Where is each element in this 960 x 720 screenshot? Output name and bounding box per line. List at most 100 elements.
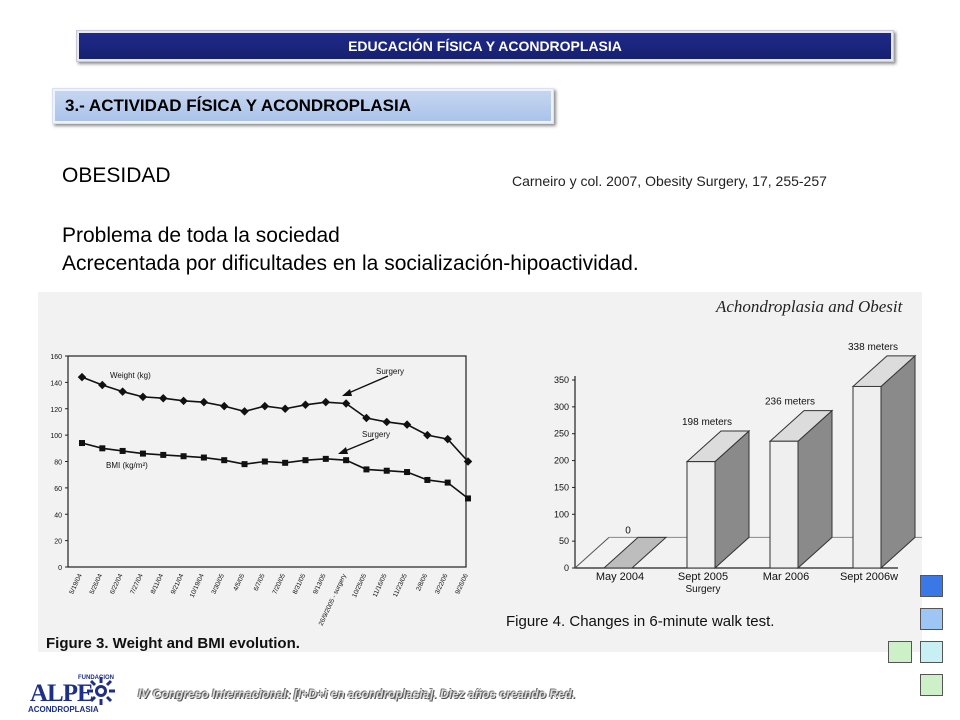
bmi-point xyxy=(343,457,350,464)
y-tick-label: 50 xyxy=(559,536,569,546)
footer-congress-text: IV Congreso Internacional: [I+D+i en aco… xyxy=(138,687,576,701)
y-tick-label: 250 xyxy=(554,429,569,439)
figure-4-caption: Figure 4. Changes in 6-minute walk test. xyxy=(506,613,774,630)
weight-point xyxy=(341,399,351,408)
bmi-point xyxy=(200,454,207,461)
weight-point xyxy=(382,417,391,427)
y-tick-label: 0 xyxy=(58,565,62,572)
y-tick-label: 100 xyxy=(50,433,62,440)
y-tick-label: 160 xyxy=(50,354,62,361)
bmi-point xyxy=(322,455,329,462)
weight-point xyxy=(118,387,127,396)
surgery-annotation: Surgery xyxy=(376,367,404,376)
series-line xyxy=(81,442,469,500)
x-tick-label: 2/8/06 xyxy=(415,573,429,593)
y-tick-label: 140 xyxy=(50,380,62,387)
logo-alpe-text: ALPE xyxy=(30,680,94,707)
weight-point xyxy=(463,457,473,466)
y-tick-label: 100 xyxy=(554,509,569,519)
bar-data-label: 198 meters xyxy=(682,417,732,428)
weight-point xyxy=(260,401,270,411)
weight-point xyxy=(301,400,310,410)
sun-logo-icon xyxy=(87,677,115,705)
y-tick-label: 120 xyxy=(50,407,62,414)
bmi-point xyxy=(139,450,146,457)
x-category-note: Surgery xyxy=(685,584,720,595)
bmi-point xyxy=(160,451,167,458)
x-category-label: Sept 2005 xyxy=(678,571,728,583)
x-tick-label: 8/11/04 xyxy=(150,573,165,596)
weight-point xyxy=(77,372,87,382)
y-tick-label: 350 xyxy=(554,375,569,385)
weight-point xyxy=(159,393,168,403)
figure-header-text: Achondroplasia and Obesit xyxy=(715,297,904,316)
bmi-point xyxy=(444,479,451,486)
x-tick-label: 10/25/05 xyxy=(351,573,368,599)
bar-data-label: 338 meters xyxy=(848,342,898,353)
weight-point xyxy=(423,430,432,440)
x-tick-label: 9/13/05 xyxy=(312,573,328,596)
x-tick-label: 11/16/05 xyxy=(372,573,389,599)
logo-acondroplasia-text: ACONDROPLASIA xyxy=(28,705,99,714)
series-label-bmi: BMI (kg/m²) xyxy=(106,461,148,470)
deco-square-blue xyxy=(920,575,943,597)
bar-front xyxy=(852,385,882,569)
surgery-arrow xyxy=(343,375,389,396)
bmi-point xyxy=(79,440,85,447)
x-tick-label: 5/19/04 xyxy=(68,573,84,596)
bmi-point xyxy=(465,495,471,502)
figure-svg: Achondroplasia and Obesit 0 20 40 60 80 100 12… xyxy=(46,297,922,652)
y-tick-label: 60 xyxy=(54,486,62,493)
bmi-point xyxy=(180,453,187,460)
bmi-point xyxy=(241,461,248,468)
bar-front xyxy=(686,461,716,569)
weight-point xyxy=(199,397,209,407)
deco-square-green xyxy=(920,674,943,696)
weight-point xyxy=(443,434,452,444)
deco-square-cyan xyxy=(920,641,943,663)
weight-point xyxy=(240,407,249,416)
y-tick-label: 0 xyxy=(564,563,569,573)
y-tick-label: 80 xyxy=(54,460,62,467)
deco-square-lightblue xyxy=(920,608,943,630)
x-tick-label: 9/26/06 xyxy=(454,573,470,596)
bmi-point xyxy=(383,467,390,474)
x-tick-label: 4/5/05 xyxy=(232,573,246,593)
bar-side xyxy=(880,354,916,570)
surgery-arrowhead xyxy=(342,389,352,396)
bmi-point xyxy=(282,459,289,466)
x-tick-label: 11/23/05 xyxy=(392,573,409,599)
bmi-point xyxy=(363,466,370,473)
bar-data-label: 0 xyxy=(625,525,631,536)
x-tick-label: 6/7/05 xyxy=(253,573,267,593)
bar-flat xyxy=(602,536,668,569)
deco-square-green-left xyxy=(888,641,912,663)
bmi-point xyxy=(302,457,309,464)
bmi-point xyxy=(119,447,126,454)
bar-front xyxy=(769,440,799,569)
title-banner: EDUCACIÓN FÍSICA Y ACONDROPLASIA xyxy=(76,30,894,62)
bmi-point xyxy=(261,458,268,465)
bmi-point xyxy=(221,457,228,464)
alpe-logo: FUNDACION ALPE ACONDROPLASIA xyxy=(28,674,128,714)
topic-heading: OBESIDAD xyxy=(62,164,171,187)
surgery-annotation: Surgery xyxy=(362,430,390,439)
body-line-1: Problema de toda la sociedad xyxy=(62,224,340,247)
section-title-text: 3.- ACTIVIDAD FÍSICA Y ACONDROPLASIA xyxy=(65,96,412,115)
section-title-box: 3.- ACTIVIDAD FÍSICA Y ACONDROPLASIA xyxy=(52,88,554,124)
weight-bmi-chart: 0 20 40 60 80 100 120 140 160 5/19/04 5/26/04 6/22/… xyxy=(50,354,473,627)
y-tick-label: 200 xyxy=(554,456,569,466)
x-tick-label: 3/30/05 xyxy=(211,573,227,596)
bmi-point xyxy=(99,445,106,452)
x-category-label: May 2004 xyxy=(596,571,644,583)
y-tick-label: 40 xyxy=(54,512,62,519)
bar-data-label: 236 meters xyxy=(765,397,815,408)
weight-point xyxy=(98,380,107,390)
series-line xyxy=(81,376,469,463)
bmi-point xyxy=(404,469,411,476)
depth-axis xyxy=(574,537,610,569)
x-tick-label: 8/31/05 xyxy=(292,573,308,596)
surgery-arrowhead xyxy=(338,447,348,454)
x-tick-label: 3/22/06 xyxy=(434,573,450,596)
title-banner-text: EDUCACIÓN FÍSICA Y ACONDROPLASIA xyxy=(348,38,622,54)
